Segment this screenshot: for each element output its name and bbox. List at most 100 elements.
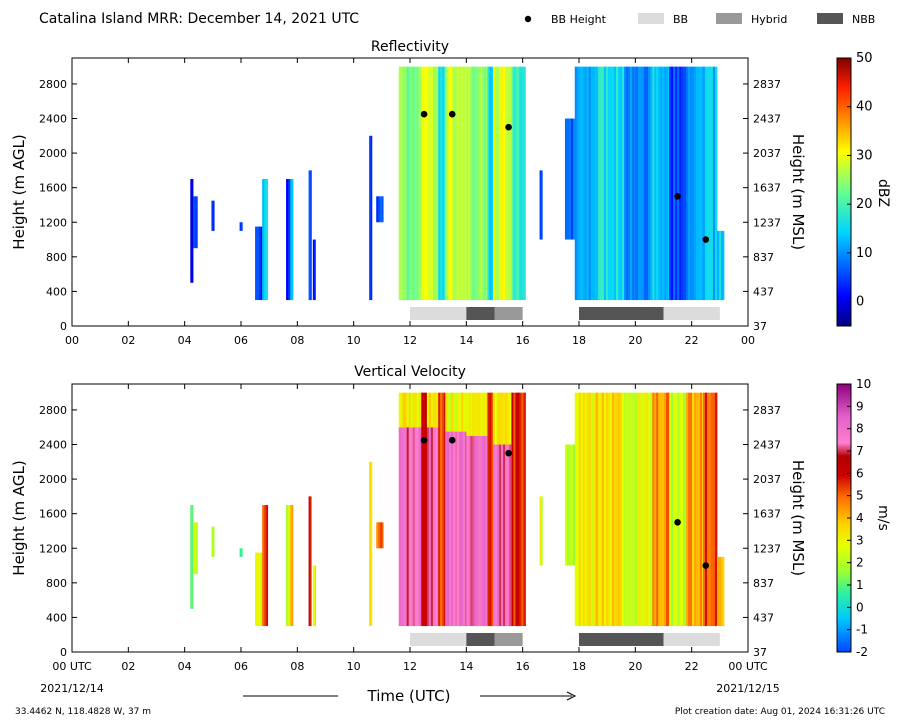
colorbar-tick-label: 7 (856, 444, 864, 458)
echo-strip (468, 392, 471, 436)
echo-strip (664, 392, 667, 627)
echo-strip (628, 66, 631, 301)
echo-strip (402, 66, 406, 301)
echo-strip (430, 392, 434, 428)
velocity-bb-height-points (420, 436, 710, 569)
echo-strip (371, 135, 373, 301)
echo-strip (723, 556, 725, 627)
echo-strip (681, 66, 684, 301)
echo-strip (588, 66, 592, 301)
echo-strip (662, 392, 665, 627)
bb-height-point (505, 123, 512, 131)
x-tick-label: 06 (234, 660, 248, 673)
y-right-tick-label: 2037 (753, 147, 781, 160)
echo-strip (690, 392, 693, 627)
echo-strip (666, 66, 669, 301)
echo-strip (611, 66, 615, 301)
echo-strip (677, 66, 680, 301)
echo-strip (400, 427, 404, 627)
echo-strip (259, 226, 262, 301)
echo-strip (708, 66, 712, 301)
echo-strip (449, 431, 452, 627)
y-tick-label: 1200 (39, 542, 67, 555)
velocity-ylabel: Height (m AGL) (10, 460, 28, 575)
echo-strip (428, 427, 432, 627)
x-tick-label: 02 (121, 334, 135, 347)
echo-strip (213, 526, 215, 557)
echo-strip (592, 392, 596, 627)
echo-strip (717, 556, 720, 627)
echo-strip (400, 66, 404, 301)
echo-strip (451, 392, 454, 432)
echo-strip (507, 66, 510, 301)
echo-strip (568, 118, 572, 240)
echo-strip (426, 66, 430, 301)
echo-strip (609, 66, 613, 301)
echo-strip (398, 66, 402, 301)
x-tick-label: 20 (628, 660, 642, 673)
echo-strip (489, 66, 492, 301)
echo-strip (582, 392, 586, 627)
echo-strip (658, 66, 661, 301)
echo-strip (414, 392, 418, 428)
echo-strip (400, 392, 404, 428)
echo-strip (484, 66, 487, 301)
y-tick-label: 2000 (39, 473, 67, 486)
echo-strip (423, 392, 426, 627)
echo-strip (406, 66, 410, 301)
y-right-tick-label: 1237 (753, 542, 781, 555)
y-tick-label: 2000 (39, 147, 67, 160)
echo-strip (642, 392, 645, 627)
echo-strip (624, 66, 627, 301)
reflectivity-bb-type-bar (410, 307, 720, 320)
echo-strip (459, 66, 462, 301)
echo-strip (406, 427, 410, 627)
reflectivity-colorbar (836, 57, 852, 327)
echo-strip (654, 66, 657, 301)
echo-strip (576, 66, 580, 301)
reflectivity-colorbar-ticks: 0 10 20 30 40 50 (847, 51, 873, 310)
echo-strip (408, 392, 412, 428)
y-tick-label: 1600 (39, 182, 67, 195)
legend-hybrid-swatch (716, 13, 742, 24)
echo-strip (656, 66, 659, 301)
echo-strip (239, 548, 242, 557)
echo-strip (371, 461, 373, 627)
echo-strip (418, 392, 422, 428)
echo-strip (262, 179, 265, 301)
echo-strip (423, 66, 426, 301)
echo-strip (461, 66, 464, 301)
echo-strip (310, 170, 312, 301)
echo-strip (652, 392, 655, 627)
y-right-tick-label: 1637 (753, 508, 781, 521)
echo-strip (404, 427, 408, 627)
echo-strip (507, 444, 510, 627)
echo-strip (288, 179, 291, 301)
echo-strip (619, 66, 623, 301)
echo-strip (398, 392, 402, 428)
echo-strip (580, 392, 584, 627)
echo-strip (648, 66, 651, 301)
echo-strip (487, 66, 490, 301)
echo-strip (644, 66, 647, 301)
velocity-axes: 00 UTC 02 04 06 08 10 12 14 16 18 20 22 00 UTC040080… (39, 384, 781, 673)
echo-strip (605, 392, 609, 627)
echo-strip (292, 505, 294, 627)
echo-strip (470, 66, 473, 301)
y-right-tick-label: 437 (753, 611, 774, 624)
echo-strip (675, 66, 678, 301)
x-tick-label: 00 UTC (728, 660, 768, 673)
colorbar-tick-label: 2 (856, 556, 864, 570)
echo-strip (416, 427, 420, 627)
legend-nbb-swatch (817, 13, 843, 24)
echo-strip (430, 427, 434, 627)
echo-strip (660, 66, 663, 301)
echo-strip (418, 66, 422, 301)
echo-strip (416, 66, 420, 301)
echo-strip (255, 552, 258, 627)
echo-strip (455, 431, 458, 627)
echo-strip (675, 392, 678, 627)
y-tick-label: 2400 (39, 113, 67, 126)
echo-strip (489, 392, 492, 627)
echo-strip (426, 392, 430, 428)
